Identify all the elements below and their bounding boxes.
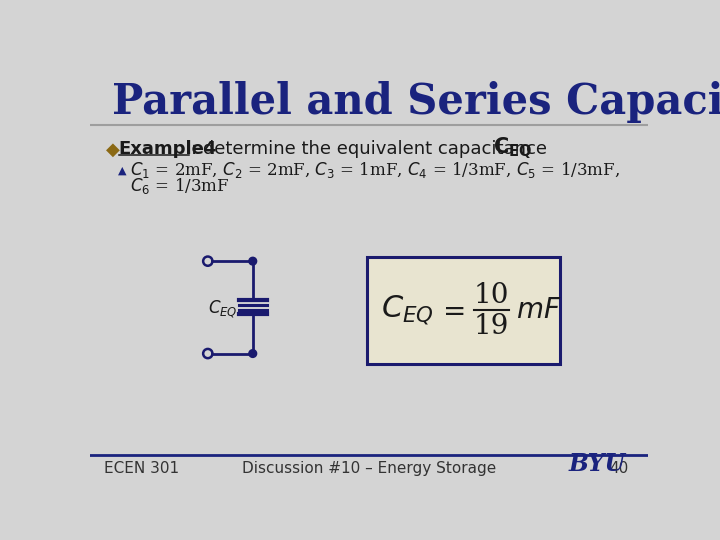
Text: Example4: Example4 — [119, 140, 217, 159]
Text: $C_1$ = 2mF, $C_2$ = 2mF, $C_3$ = 1mF, $C_4$ = 1/3mF, $C_5$ = 1/3mF,: $C_1$ = 2mF, $C_2$ = 2mF, $C_3$ = 1mF, $… — [130, 160, 620, 180]
Text: 40: 40 — [609, 461, 629, 476]
Text: Discussion #10 – Energy Storage: Discussion #10 – Energy Storage — [242, 461, 496, 476]
Circle shape — [249, 257, 256, 265]
Text: $=$: $=$ — [437, 297, 465, 324]
Text: BYU: BYU — [569, 453, 626, 476]
Text: Parallel and Series Capacitors: Parallel and Series Capacitors — [112, 81, 720, 123]
Text: $C_6$ = 1/3mF: $C_6$ = 1/3mF — [130, 177, 230, 197]
FancyBboxPatch shape — [367, 257, 559, 363]
Text: ▲: ▲ — [118, 165, 127, 176]
Text: $mF$: $mF$ — [516, 297, 562, 324]
Text: $C_{EQ}$: $C_{EQ}$ — [208, 299, 238, 320]
Text: : determine the equivalent capacitance: : determine the equivalent capacitance — [191, 140, 552, 159]
Text: $\mathbf{C_{EQ}}$: $\mathbf{C_{EQ}}$ — [493, 136, 532, 161]
Text: 19: 19 — [474, 313, 509, 340]
Text: ◆: ◆ — [106, 140, 120, 159]
Circle shape — [249, 350, 256, 357]
Text: ECEN 301: ECEN 301 — [104, 461, 179, 476]
Text: 10: 10 — [474, 282, 509, 309]
Text: $C_{EQ}$: $C_{EQ}$ — [382, 294, 434, 327]
